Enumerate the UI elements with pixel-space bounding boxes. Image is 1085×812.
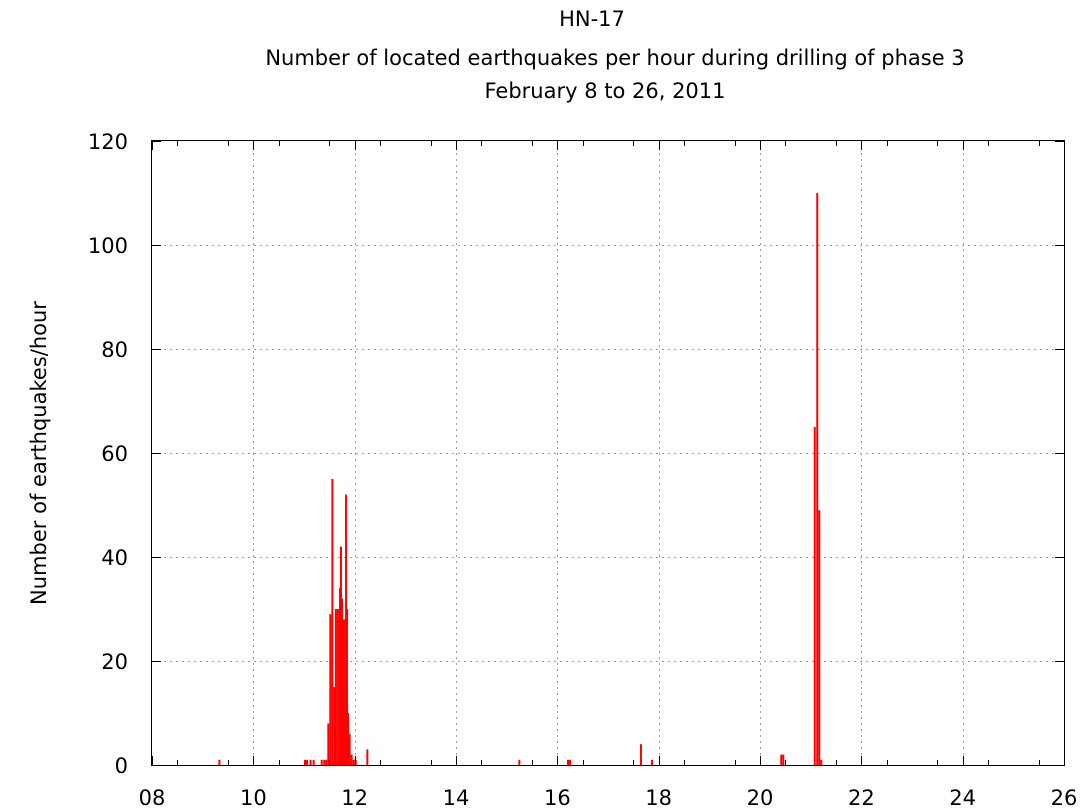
plot-frame <box>151 140 1065 766</box>
bar <box>780 754 783 765</box>
bar <box>341 598 343 765</box>
bar <box>347 713 350 765</box>
bar <box>306 759 309 765</box>
bars <box>218 193 823 765</box>
bar <box>366 749 369 765</box>
chart-date-range: February 8 to 26, 2011 <box>484 79 725 103</box>
bar <box>331 479 334 765</box>
bar <box>813 427 816 765</box>
bar <box>327 723 330 765</box>
x-tick-label: 12 <box>341 786 368 810</box>
bar <box>639 744 642 765</box>
y-tick-label: 100 <box>88 234 128 258</box>
bar <box>304 759 307 765</box>
bar <box>651 759 654 765</box>
grid <box>152 141 1064 765</box>
bar <box>782 754 785 765</box>
y-tick-labels: 0 20 40 60 80 100 120 <box>88 130 128 778</box>
bar <box>820 759 823 765</box>
y-tick-label: 20 <box>101 650 128 674</box>
bar <box>569 759 571 765</box>
y-tick-label: 0 <box>115 754 128 778</box>
bar <box>323 759 326 765</box>
chart-subtitle: Number of located earthquakes per hour d… <box>265 46 964 70</box>
bar <box>816 193 819 765</box>
bar <box>518 759 521 765</box>
bar <box>348 733 351 765</box>
bar <box>325 759 328 765</box>
bar <box>339 546 342 765</box>
y-tick-label: 80 <box>101 338 128 362</box>
bar <box>818 510 821 765</box>
x-tick-label: 22 <box>848 786 875 810</box>
x-tick-label: 20 <box>747 786 774 810</box>
y-tick-label: 60 <box>101 442 128 466</box>
bar <box>334 609 337 765</box>
x-tick-label: 08 <box>139 786 166 810</box>
bar <box>312 759 315 765</box>
x-tick-label: 18 <box>645 786 672 810</box>
bar <box>344 619 347 765</box>
bar <box>343 713 346 765</box>
bar <box>333 687 336 765</box>
y-tick-label: 120 <box>88 130 128 154</box>
x-tick-labels: 08 10 12 14 16 18 20 22 24 26 <box>139 786 1078 810</box>
x-tick-label: 16 <box>544 786 571 810</box>
bar <box>352 759 355 765</box>
x-tick-label: 10 <box>240 786 267 810</box>
bar <box>338 588 341 765</box>
bar <box>342 619 345 765</box>
bar <box>218 759 221 765</box>
chart-title: HN-17 <box>559 7 625 31</box>
y-axis-label: Number of earthquakes/hour <box>27 301 51 605</box>
bar <box>566 759 569 765</box>
x-tick-label: 14 <box>443 786 470 810</box>
x-tick-label: 24 <box>949 786 976 810</box>
bar <box>320 759 323 765</box>
x-tick-label: 26 <box>1051 786 1078 810</box>
bar <box>346 609 349 765</box>
bar <box>309 759 312 765</box>
bar <box>350 754 353 765</box>
bar <box>345 494 348 765</box>
bar <box>336 609 339 765</box>
y-tick-label: 40 <box>101 546 128 570</box>
bar <box>329 614 332 765</box>
ticks <box>152 141 1065 766</box>
